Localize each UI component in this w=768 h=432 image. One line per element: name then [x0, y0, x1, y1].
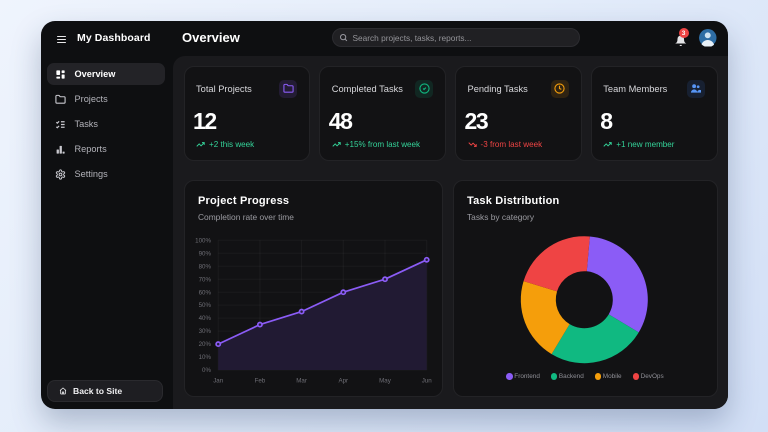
svg-text:May: May — [379, 378, 392, 385]
svg-text:80%: 80% — [198, 263, 211, 270]
svg-text:20%: 20% — [198, 341, 211, 348]
svg-text:50%: 50% — [198, 302, 211, 309]
svg-text:Feb: Feb — [254, 378, 265, 385]
svg-text:0%: 0% — [202, 367, 211, 374]
svg-text:Jan: Jan — [213, 378, 224, 385]
svg-text:30%: 30% — [198, 328, 211, 335]
svg-text:10%: 10% — [198, 354, 211, 361]
svg-text:Apr: Apr — [338, 378, 348, 385]
svg-text:40%: 40% — [198, 315, 211, 322]
svg-text:70%: 70% — [198, 276, 211, 283]
svg-text:90%: 90% — [198, 250, 211, 257]
svg-text:Mar: Mar — [296, 378, 307, 385]
svg-text:100%: 100% — [195, 237, 211, 244]
svg-text:60%: 60% — [198, 289, 211, 296]
svg-text:Jun: Jun — [421, 378, 432, 385]
